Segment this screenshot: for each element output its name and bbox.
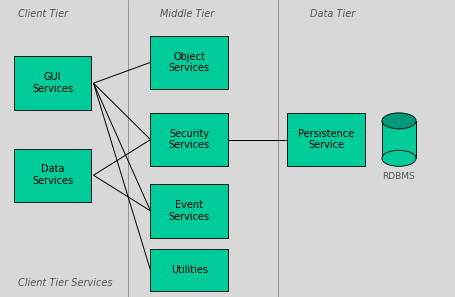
FancyBboxPatch shape [14, 56, 91, 110]
Text: Data Tier: Data Tier [309, 9, 354, 19]
Text: Object
Services: Object Services [168, 52, 209, 73]
Text: Event
Services: Event Services [168, 200, 209, 222]
Text: Data
Services: Data Services [32, 165, 73, 186]
FancyBboxPatch shape [381, 121, 415, 158]
FancyBboxPatch shape [14, 148, 91, 202]
Ellipse shape [381, 113, 415, 129]
Text: Middle Tier: Middle Tier [159, 9, 213, 19]
Text: GUI
Services: GUI Services [32, 72, 73, 94]
FancyBboxPatch shape [150, 36, 228, 89]
Text: Persistence
Service: Persistence Service [297, 129, 354, 150]
FancyBboxPatch shape [150, 113, 228, 166]
Text: Client Tier Services: Client Tier Services [18, 278, 112, 288]
FancyBboxPatch shape [287, 113, 364, 166]
Text: Client Tier: Client Tier [18, 9, 68, 19]
FancyBboxPatch shape [150, 184, 228, 238]
Ellipse shape [381, 150, 415, 166]
Text: Security
Services: Security Services [168, 129, 209, 150]
Text: Utilities: Utilities [170, 265, 207, 275]
FancyBboxPatch shape [150, 249, 228, 291]
Text: RDBMS: RDBMS [382, 172, 415, 181]
